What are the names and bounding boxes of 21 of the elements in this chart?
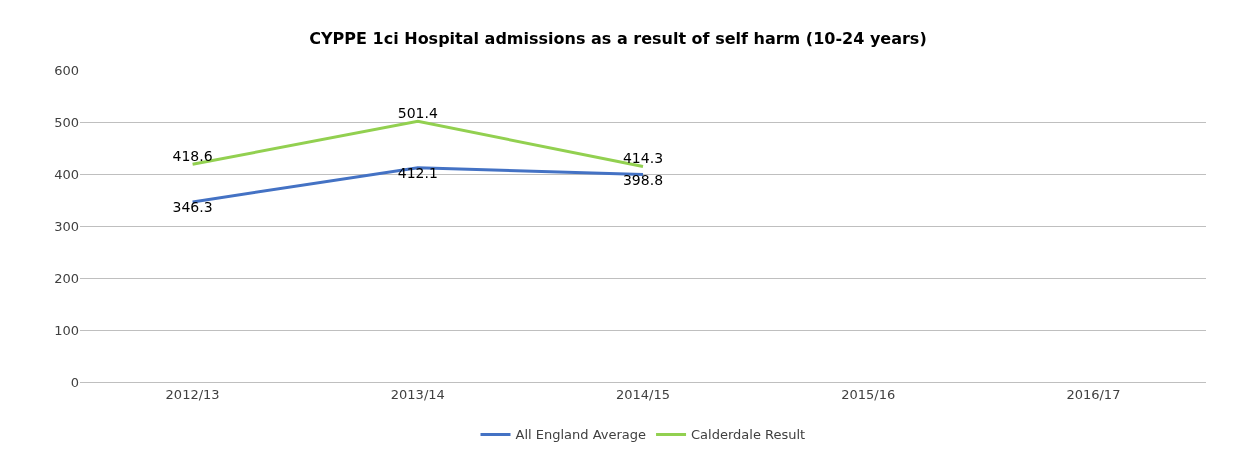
- y-tick-label: 600: [54, 62, 79, 78]
- y-tick-label: 300: [54, 218, 79, 234]
- y-tick-label: 400: [54, 166, 79, 182]
- x-tick-label: 2014/15: [615, 386, 671, 402]
- x-tick-label: 2016/17: [1066, 386, 1121, 402]
- data-label: 414.3: [622, 150, 664, 167]
- data-label: 412.1: [397, 165, 438, 182]
- x-tick-label: 2015/16: [841, 386, 896, 402]
- x-tick-label: 2013/14: [390, 386, 445, 402]
- chart-title: CYPPE 1ci Hospital admissions as a result of self harm (10-24 years): [309, 28, 927, 48]
- y-tick-label: 500: [54, 114, 79, 130]
- x-tick-label: 2012/13: [165, 386, 220, 402]
- data-label: 418.6: [172, 147, 213, 164]
- y-tick-label: 100: [54, 322, 79, 338]
- y-tick-label: 0: [70, 374, 79, 390]
- data-label: 398.8: [622, 172, 664, 189]
- y-tick-label: 200: [54, 270, 79, 286]
- data-label: 346.3: [172, 199, 213, 216]
- legend-label: Calderdale Result: [691, 427, 806, 443]
- data-label: 501.4: [397, 104, 438, 121]
- legend-label: All England Average: [515, 427, 647, 443]
